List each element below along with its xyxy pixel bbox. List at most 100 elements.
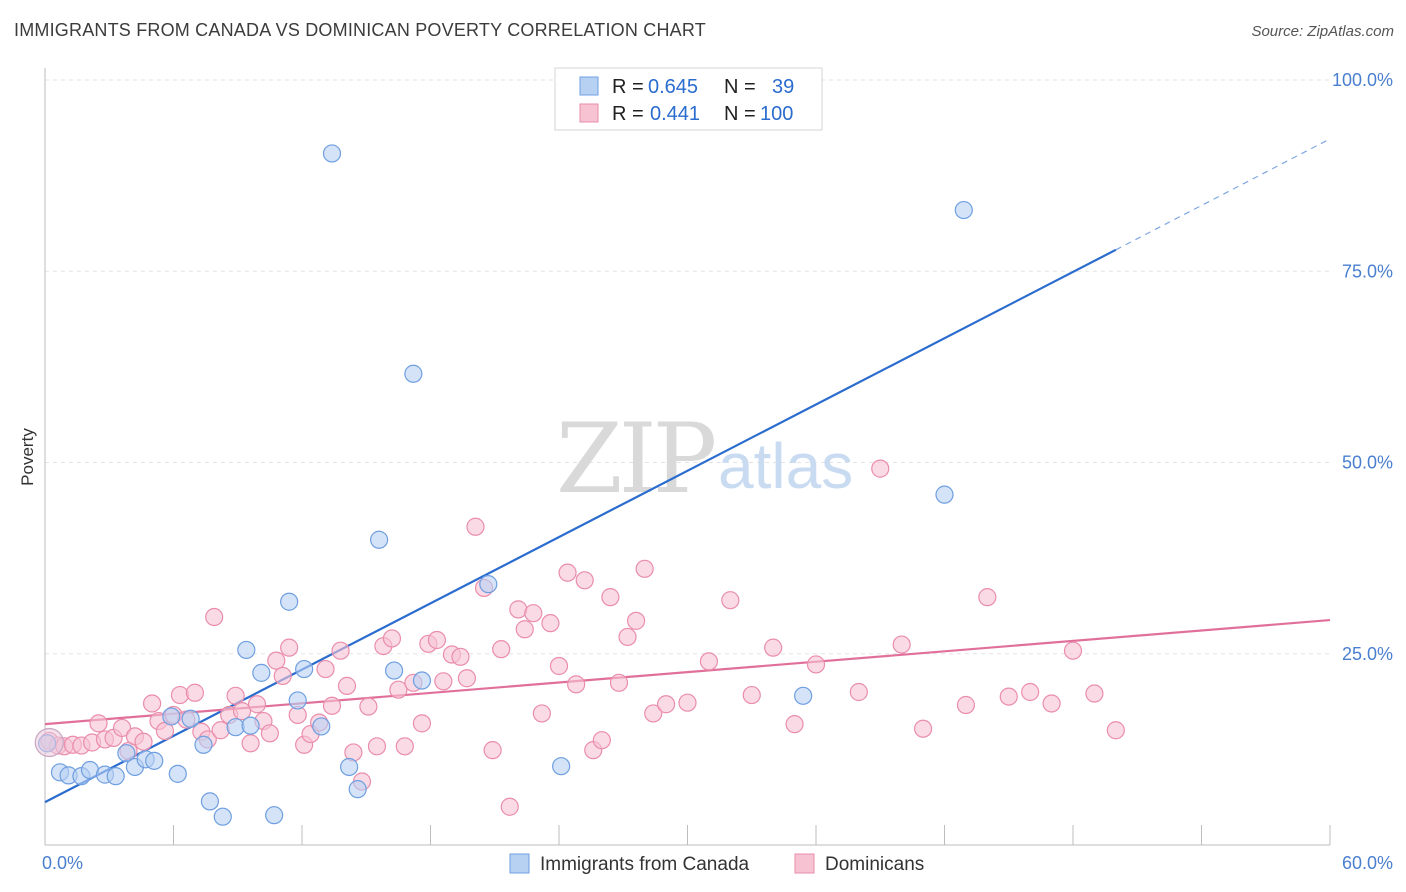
axes (44, 68, 1331, 846)
dominican-point (226, 686, 245, 705)
canada-point (162, 707, 181, 726)
dominican-point (331, 641, 350, 660)
dominican-point (492, 640, 511, 659)
canada-point (288, 691, 307, 710)
dominican-n-label: N = (724, 103, 756, 125)
canada-point (252, 663, 271, 682)
y-tick-label: 50.0% (1342, 453, 1393, 473)
dominican-point (558, 563, 577, 582)
dominican-point (978, 588, 997, 607)
data-points (34, 71, 1125, 826)
dominican-point (205, 607, 224, 627)
dominican-point (483, 741, 502, 760)
dominican-point (524, 604, 543, 623)
dominican-point (635, 559, 654, 578)
legend-dominican-label: Dominicans (825, 854, 924, 875)
canada-point (295, 659, 314, 679)
canada-point (226, 718, 245, 737)
dominican-point (232, 702, 252, 721)
canada-point (552, 757, 571, 776)
canada-trend-extension (1115, 138, 1331, 251)
dominican-point (871, 459, 890, 478)
canada-point (181, 709, 200, 728)
dominican-swatch (579, 103, 599, 123)
canada-point (117, 744, 136, 763)
canada-point (241, 716, 260, 735)
dominican-point (567, 675, 586, 694)
canada-n-value: 39 (772, 76, 794, 98)
canada-point (479, 575, 498, 594)
dominican-point (1063, 641, 1083, 660)
dominican-point (337, 676, 357, 695)
dominican-point (956, 695, 976, 715)
dominican-point (549, 656, 569, 676)
dominican-point (785, 715, 804, 734)
dominican-point (618, 627, 637, 647)
canada-r-label: R = (612, 76, 644, 98)
canada-point (168, 764, 187, 783)
canada-point (384, 661, 404, 680)
dominican-point (260, 724, 279, 743)
canada-point (106, 767, 125, 786)
watermark-atlas: atlas (718, 430, 853, 502)
canada-point (200, 792, 220, 811)
dominican-point (382, 629, 402, 648)
canada-point (265, 806, 284, 825)
canada-point (280, 592, 299, 611)
canada-point (935, 485, 954, 504)
dominican-point (434, 672, 453, 691)
x-tick-label: 60.0% (1342, 853, 1393, 873)
dominican-point (913, 719, 933, 738)
canada-point (237, 640, 256, 660)
canada-point (954, 200, 973, 220)
dominican-point (1021, 682, 1040, 702)
legend-dominican-swatch (794, 853, 815, 874)
canada-point (348, 780, 367, 799)
canada-r-value: 0.645 (648, 76, 698, 98)
dominican-point (466, 517, 485, 536)
dominican-point (656, 695, 676, 714)
dominican-point (457, 669, 477, 688)
canada-point (794, 686, 813, 705)
dominican-point (892, 635, 911, 654)
dominican-point (427, 630, 447, 650)
chart-title: IMMIGRANTS FROM CANADA VS DOMINICAN POVE… (14, 20, 706, 40)
x-tick-label: 0.0% (42, 853, 83, 873)
dominican-point (267, 651, 286, 670)
grid-lines (45, 79, 1330, 655)
canada-n-label: N = (724, 76, 756, 98)
dominican-point (644, 704, 663, 723)
dominican-point (806, 655, 826, 674)
canada-point (322, 144, 342, 163)
dominican-point (1042, 694, 1061, 713)
dominican-point (532, 704, 551, 723)
canada-swatch (579, 76, 599, 96)
dominican-point (112, 718, 132, 738)
dominican-point (999, 687, 1018, 706)
y-tick-label: 100.0% (1332, 70, 1393, 90)
dominican-point (89, 714, 108, 733)
cluster-point (34, 727, 64, 758)
dominican-point (185, 683, 205, 702)
stats-box: R = 0.645 N = 39 R = 0.441 N = 100 (554, 67, 823, 131)
dominican-point (1085, 684, 1104, 703)
dominican-point (142, 694, 162, 713)
canada-point (145, 751, 164, 770)
canada-point (370, 530, 389, 549)
canada-point (340, 757, 359, 777)
dominican-point (359, 697, 378, 716)
dominican-point (515, 620, 534, 639)
dominican-point (316, 659, 335, 679)
dominican-r-value: 0.441 (650, 103, 700, 125)
dominican-point (742, 685, 761, 705)
dominican-point (412, 714, 432, 733)
dominican-point (451, 647, 470, 666)
dominican-point (849, 682, 868, 702)
canada-point (404, 364, 423, 383)
dominican-point (1106, 721, 1125, 740)
dominican-point (699, 652, 719, 671)
dominican-point (367, 737, 387, 756)
dominican-point (721, 591, 740, 610)
dominican-point (609, 673, 629, 692)
